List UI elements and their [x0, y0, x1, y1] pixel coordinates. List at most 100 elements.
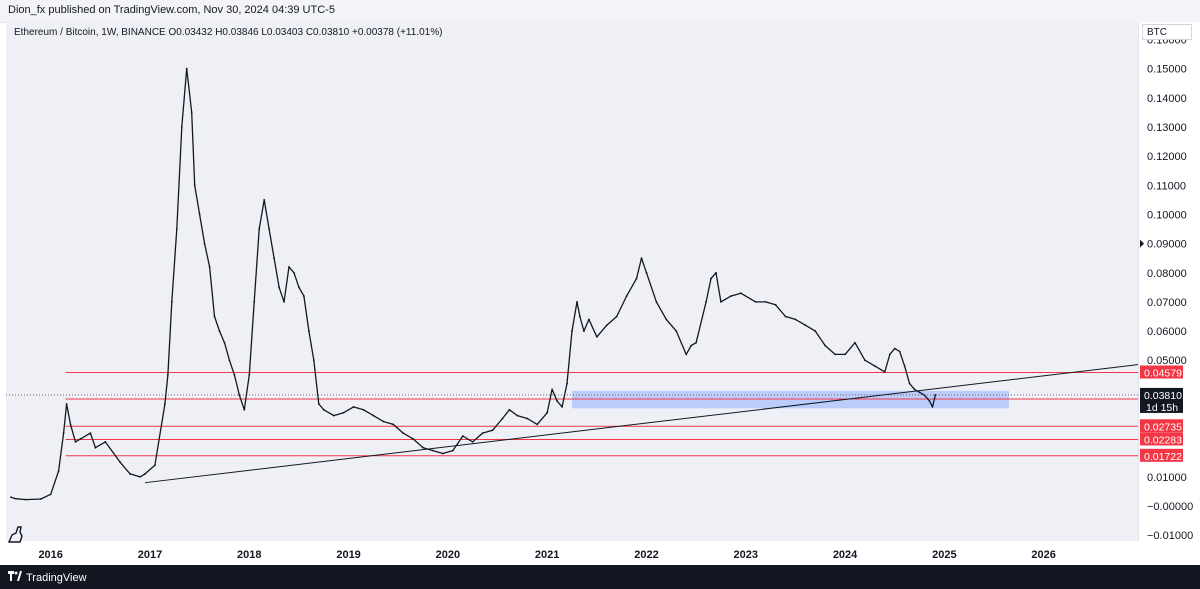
level-price-label: 0.04579 — [1144, 367, 1182, 379]
price-point — [243, 408, 246, 411]
y-tick-label: 0.05000 — [1147, 355, 1187, 367]
x-tick-label: 2016 — [38, 549, 62, 561]
x-tick-label: 2023 — [734, 549, 758, 561]
price-point — [104, 440, 107, 443]
tradingview-brand[interactable]: TradingView — [8, 571, 87, 584]
price-point — [203, 242, 206, 245]
price-point — [685, 353, 688, 356]
price-point — [352, 405, 355, 408]
price-point — [655, 301, 658, 303]
price-point — [233, 373, 236, 376]
level-price-tag — [1140, 448, 1183, 462]
price-point — [193, 184, 196, 187]
price-point — [166, 373, 169, 376]
price-point — [180, 126, 183, 128]
price-point — [139, 475, 141, 478]
price-point — [794, 318, 797, 321]
y-tick-label: 0.11000 — [1147, 180, 1186, 192]
price-point — [253, 301, 256, 303]
price-point — [57, 470, 60, 472]
price-point — [213, 315, 216, 318]
price-point — [729, 295, 732, 297]
price-point — [844, 353, 846, 356]
price-point — [94, 446, 97, 449]
price-point — [119, 461, 122, 464]
price-point — [903, 365, 906, 367]
x-tick-label: 2026 — [1031, 549, 1055, 561]
price-point — [587, 318, 590, 321]
y-tick-label: 0.12000 — [1147, 151, 1187, 163]
support-trendline — [144, 364, 1139, 484]
price-point — [898, 350, 901, 353]
footer-brand-name: TradingView — [26, 572, 87, 584]
x-tick-label: 2025 — [932, 549, 956, 561]
price-point — [501, 417, 504, 420]
price-point — [49, 493, 52, 496]
x-tick-label: 2021 — [535, 549, 559, 561]
current-price-label: 0.03810 — [1144, 390, 1182, 402]
y-tick-label: 0.13000 — [1147, 122, 1187, 134]
price-point — [69, 423, 72, 426]
price-point — [79, 438, 82, 440]
price-point — [154, 464, 156, 467]
chart-plot-area[interactable] — [6, 22, 1138, 541]
price-point — [595, 335, 598, 338]
footer-bar: TradingView — [0, 565, 1200, 589]
price-point — [175, 228, 178, 230]
countdown-label: 1d 15h — [1146, 402, 1178, 414]
price-point — [893, 347, 896, 350]
price-point — [908, 382, 911, 385]
price-point — [302, 295, 305, 297]
y-tick-label: 0.07000 — [1147, 297, 1187, 309]
price-point — [317, 403, 320, 405]
price-point — [615, 315, 618, 318]
price-point — [307, 330, 310, 332]
price-point — [198, 213, 201, 216]
price-point — [144, 473, 146, 475]
y-tick-label: 0.14000 — [1147, 93, 1187, 105]
y-tick-label: 0.01000 — [1147, 472, 1187, 484]
price-point — [402, 432, 405, 435]
price-point — [516, 414, 519, 417]
price-point — [461, 435, 464, 437]
y-tick-label: −0.01000 — [1147, 530, 1193, 542]
price-point — [576, 301, 578, 303]
price-point — [824, 344, 827, 347]
price-point — [913, 388, 916, 391]
price-point — [888, 353, 891, 356]
price-point — [170, 301, 173, 303]
price-point — [571, 330, 573, 332]
y-tick-label: 0.15000 — [1147, 64, 1187, 76]
publisher-line: Dion_fx published on TradingView.com, No… — [8, 4, 335, 16]
price-point — [312, 359, 315, 362]
price-point — [258, 228, 261, 230]
symbol-legend: Ethereum / Bitcoin, 1W, BINANCE O0.03432… — [14, 27, 443, 38]
x-tick-label: 2018 — [237, 549, 261, 561]
price-point — [705, 301, 707, 303]
price-point — [774, 303, 777, 306]
price-point — [508, 408, 511, 411]
level-price-tag — [1140, 419, 1183, 433]
dinosaur-mascot-icon — [7, 526, 23, 543]
price-point — [208, 266, 211, 268]
price-point — [739, 292, 742, 295]
price-point — [362, 408, 365, 411]
axis-marker-icon — [1140, 239, 1144, 248]
x-tick-label: 2024 — [833, 549, 858, 561]
price-point — [710, 277, 712, 280]
price-point — [89, 432, 92, 435]
price-point — [566, 382, 568, 385]
price-point — [690, 344, 693, 347]
price-point — [931, 405, 934, 408]
price-point — [74, 440, 77, 443]
price-point — [273, 257, 276, 260]
tradingview-logo-icon — [8, 571, 22, 584]
price-point — [382, 420, 385, 423]
currency-selector[interactable]: BTC — [1142, 24, 1192, 40]
price-point — [263, 198, 266, 201]
y-tick-label: 0.09000 — [1147, 239, 1187, 251]
price-point — [218, 330, 221, 332]
price-point — [918, 391, 921, 394]
level-price-label: 0.01722 — [1144, 451, 1182, 463]
